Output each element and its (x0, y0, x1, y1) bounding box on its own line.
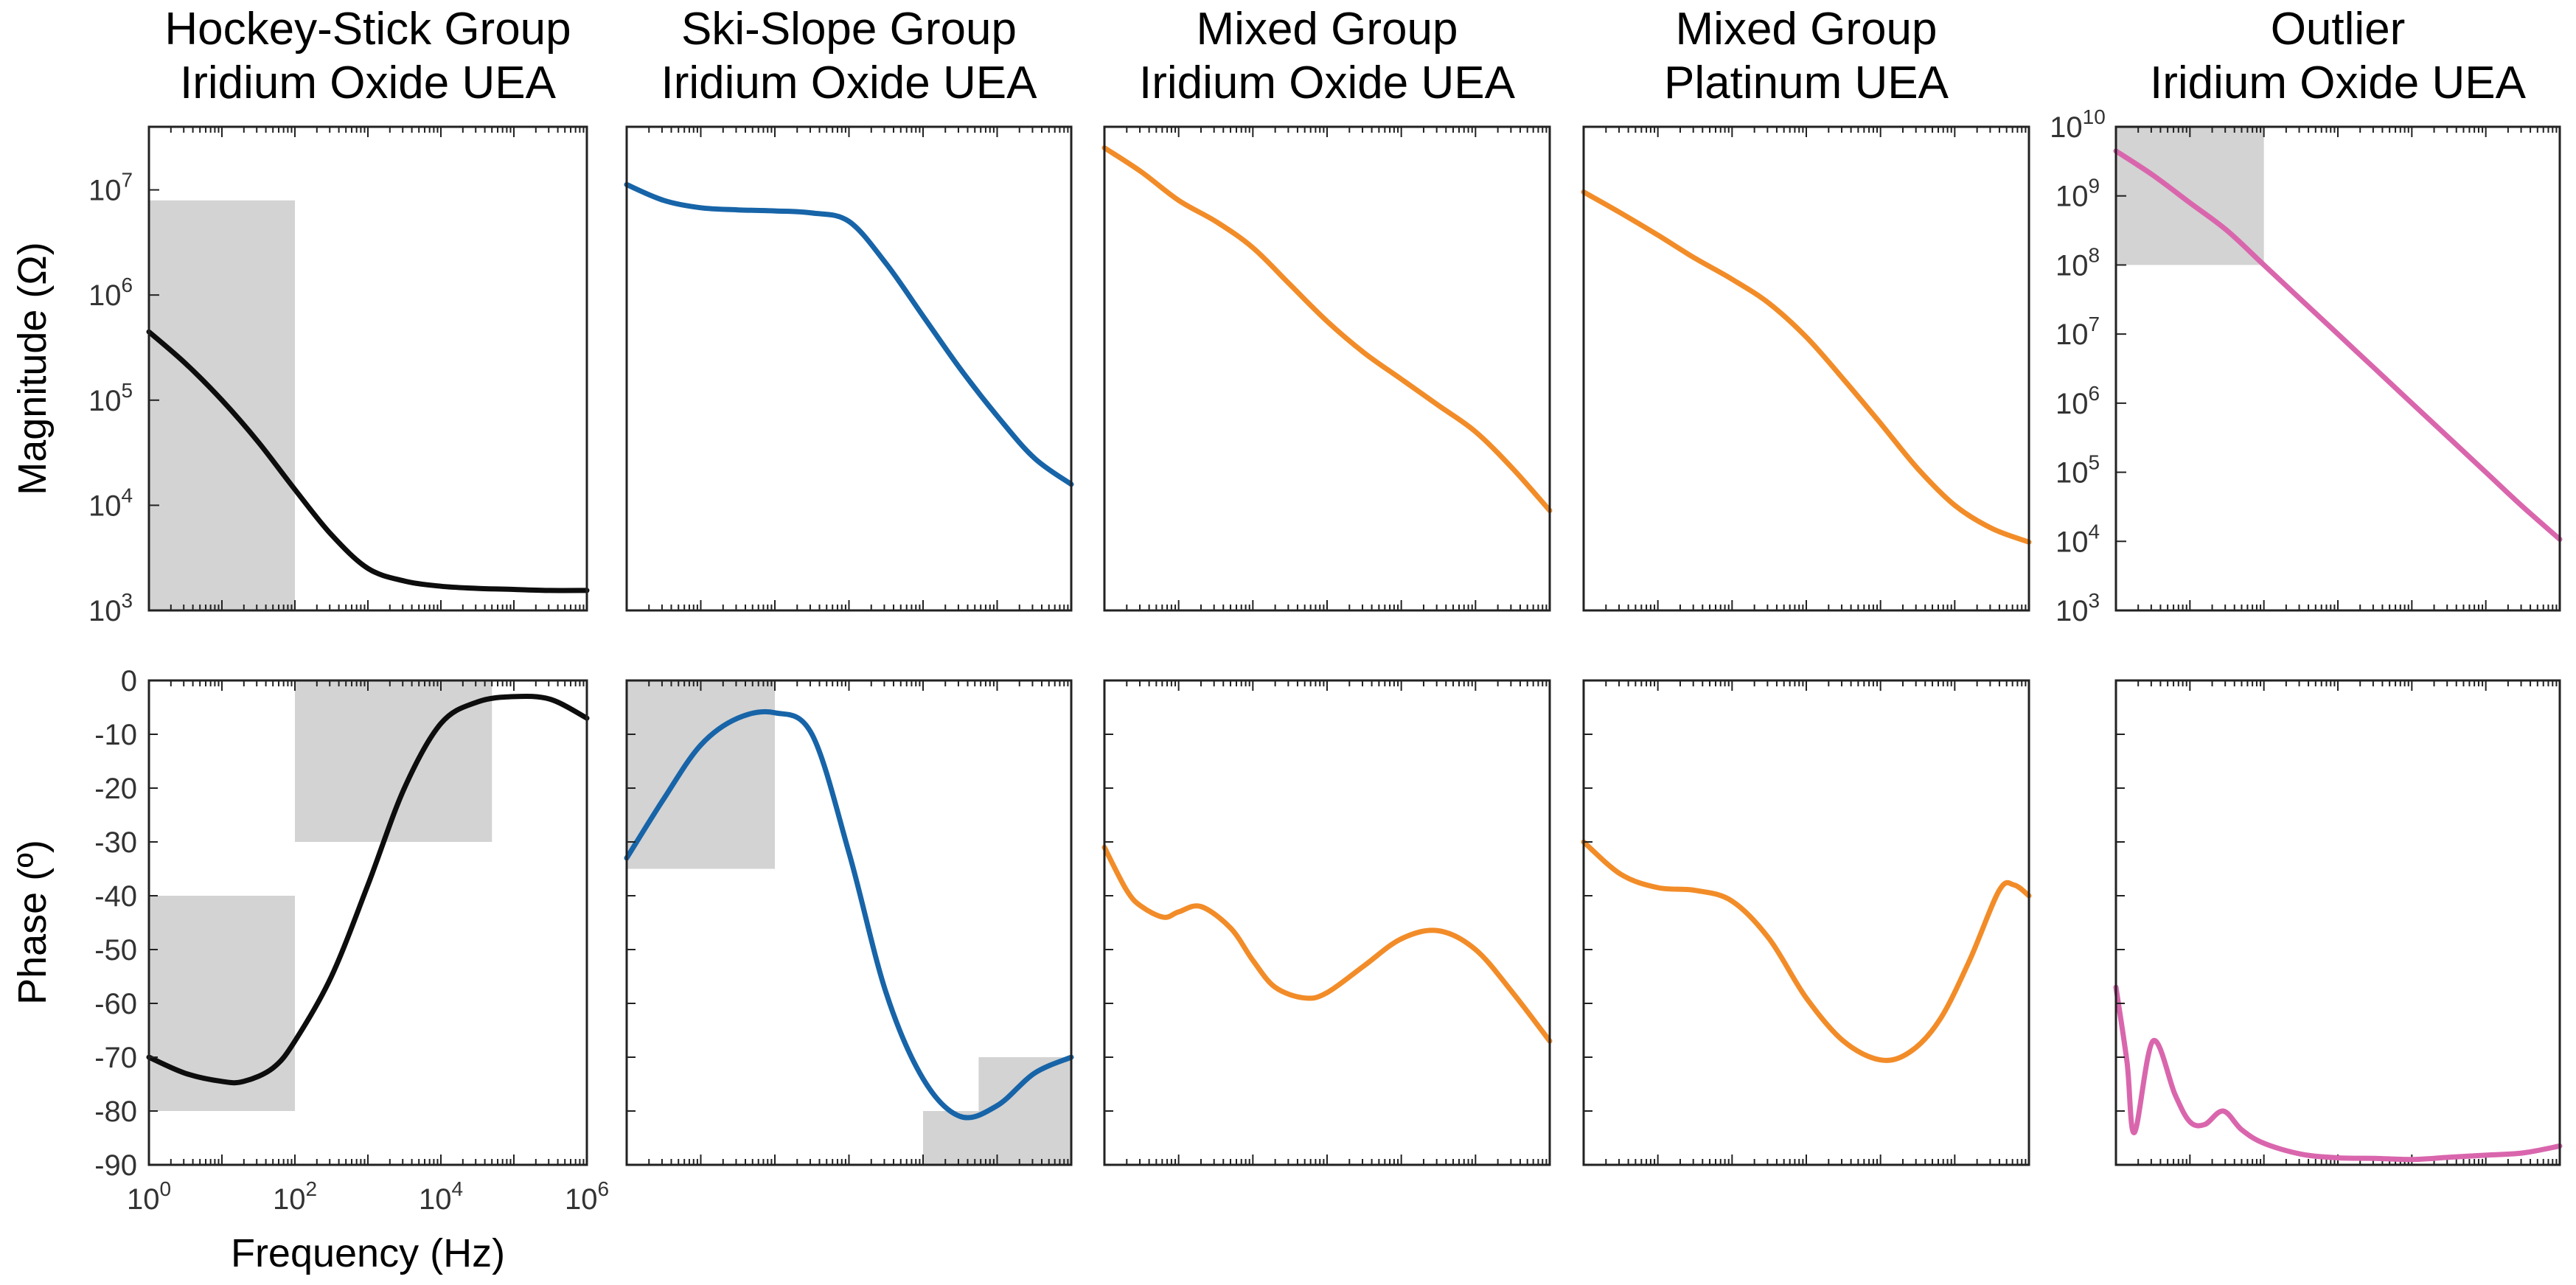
magnitude-tick-label: 106 (88, 274, 133, 312)
panel-title-line1: Outlier (2271, 4, 2406, 55)
magnitude-series-line (624, 181, 1074, 487)
phase-series-line (2113, 984, 2563, 1163)
magnitude-plot-area (1104, 127, 1550, 610)
magnitude-tick-label: 107 (2055, 313, 2100, 351)
phase-tick-label: -50 (94, 934, 137, 967)
magnitude-series-line (2113, 148, 2563, 542)
panel-title-line1: Ski-Slope Group (681, 4, 1017, 55)
frequency-tick-label: 100 (127, 1177, 171, 1216)
phase-series-line (146, 694, 590, 1086)
frequency-tick-label: 102 (273, 1177, 317, 1216)
phase-axes-frame (625, 679, 1073, 1166)
phase-shaded-region (627, 680, 775, 869)
phase-tick-label: -80 (94, 1096, 137, 1128)
phase-axes-frame (1582, 679, 2030, 1166)
phase-tick-label: 0 (121, 665, 137, 697)
x-minor-ticks (2137, 680, 2558, 1165)
magnitude-tick-label: 107 (88, 169, 133, 207)
panel-title-line2: Iridium Oxide UEA (2150, 58, 2527, 108)
phase-shaded-region (149, 896, 295, 1111)
magnitude-series-line (1101, 145, 1553, 513)
phase-axes-frame (1103, 679, 1551, 1166)
magnitude-tick-label: 105 (2055, 451, 2100, 490)
magnitude-axes-frame (1582, 125, 2030, 612)
panel-title-line1: Hockey-Stick Group (164, 4, 571, 55)
magnitude-plot-area (1584, 127, 2029, 610)
magnitude-series-line (1581, 189, 2032, 545)
magnitude-axes-frame (147, 125, 588, 612)
magnitude-tick-label: 105 (88, 379, 133, 417)
magnitude-series-line (146, 329, 590, 593)
panel-title-line1: Mixed Group (1676, 4, 1938, 55)
frequency-tick-label: 104 (419, 1177, 463, 1216)
magnitude-shaded-region (149, 200, 295, 611)
phase-tick-label: -20 (94, 773, 137, 805)
phase-tick-label: -10 (94, 719, 137, 751)
magnitude-tick-label: 108 (2055, 243, 2100, 282)
frequency-axis-label: Frequency (Hz) (231, 1231, 505, 1275)
phase-axes-frame (147, 679, 588, 1166)
magnitude-axes-frame (1103, 125, 1551, 612)
panel-title-line2: Iridium Oxide UEA (180, 58, 557, 108)
phase-tick-label: -60 (94, 988, 137, 1020)
magnitude-tick-label: 104 (88, 484, 133, 522)
phase-series-line (1101, 844, 1553, 1044)
phase-axes-frame (2114, 679, 2561, 1166)
frequency-tick-label: 106 (565, 1177, 609, 1216)
phase-plot-area (1104, 680, 1550, 1165)
magnitude-axis-label: Magnitude (Ω) (10, 242, 55, 495)
magnitude-tick-label: 106 (2055, 382, 2100, 420)
phase-tick-label: -90 (94, 1149, 137, 1182)
phase-tick-label: -30 (94, 826, 137, 859)
magnitude-tick-label: 104 (2055, 520, 2100, 558)
magnitude-plot-area (627, 127, 1071, 610)
phase-series-line (1581, 839, 2032, 1063)
phase-plot-area (2116, 680, 2560, 1165)
magnitude-tick-label: 103 (88, 589, 133, 627)
magnitude-axes-frame (625, 125, 1073, 612)
phase-axis-label: Phase (º) (10, 840, 55, 1005)
panel-title-line2: Platinum UEA (1664, 58, 1949, 108)
magnitude-tick-label: 1010 (2050, 105, 2106, 144)
magnitude-axes-frame (2114, 125, 2561, 612)
panel-title-line1: Mixed Group (1197, 4, 1458, 55)
panel-title-line2: Iridium Oxide UEA (661, 58, 1038, 108)
phase-tick-label: -70 (94, 1042, 137, 1074)
phase-tick-label: -40 (94, 880, 137, 913)
magnitude-tick-label: 109 (2055, 175, 2100, 213)
magnitude-tick-label: 103 (2055, 589, 2100, 627)
phase-series-line (624, 708, 1074, 1121)
phase-plot-area (1584, 680, 2029, 1165)
panel-title-line2: Iridium Oxide UEA (1139, 58, 1516, 108)
